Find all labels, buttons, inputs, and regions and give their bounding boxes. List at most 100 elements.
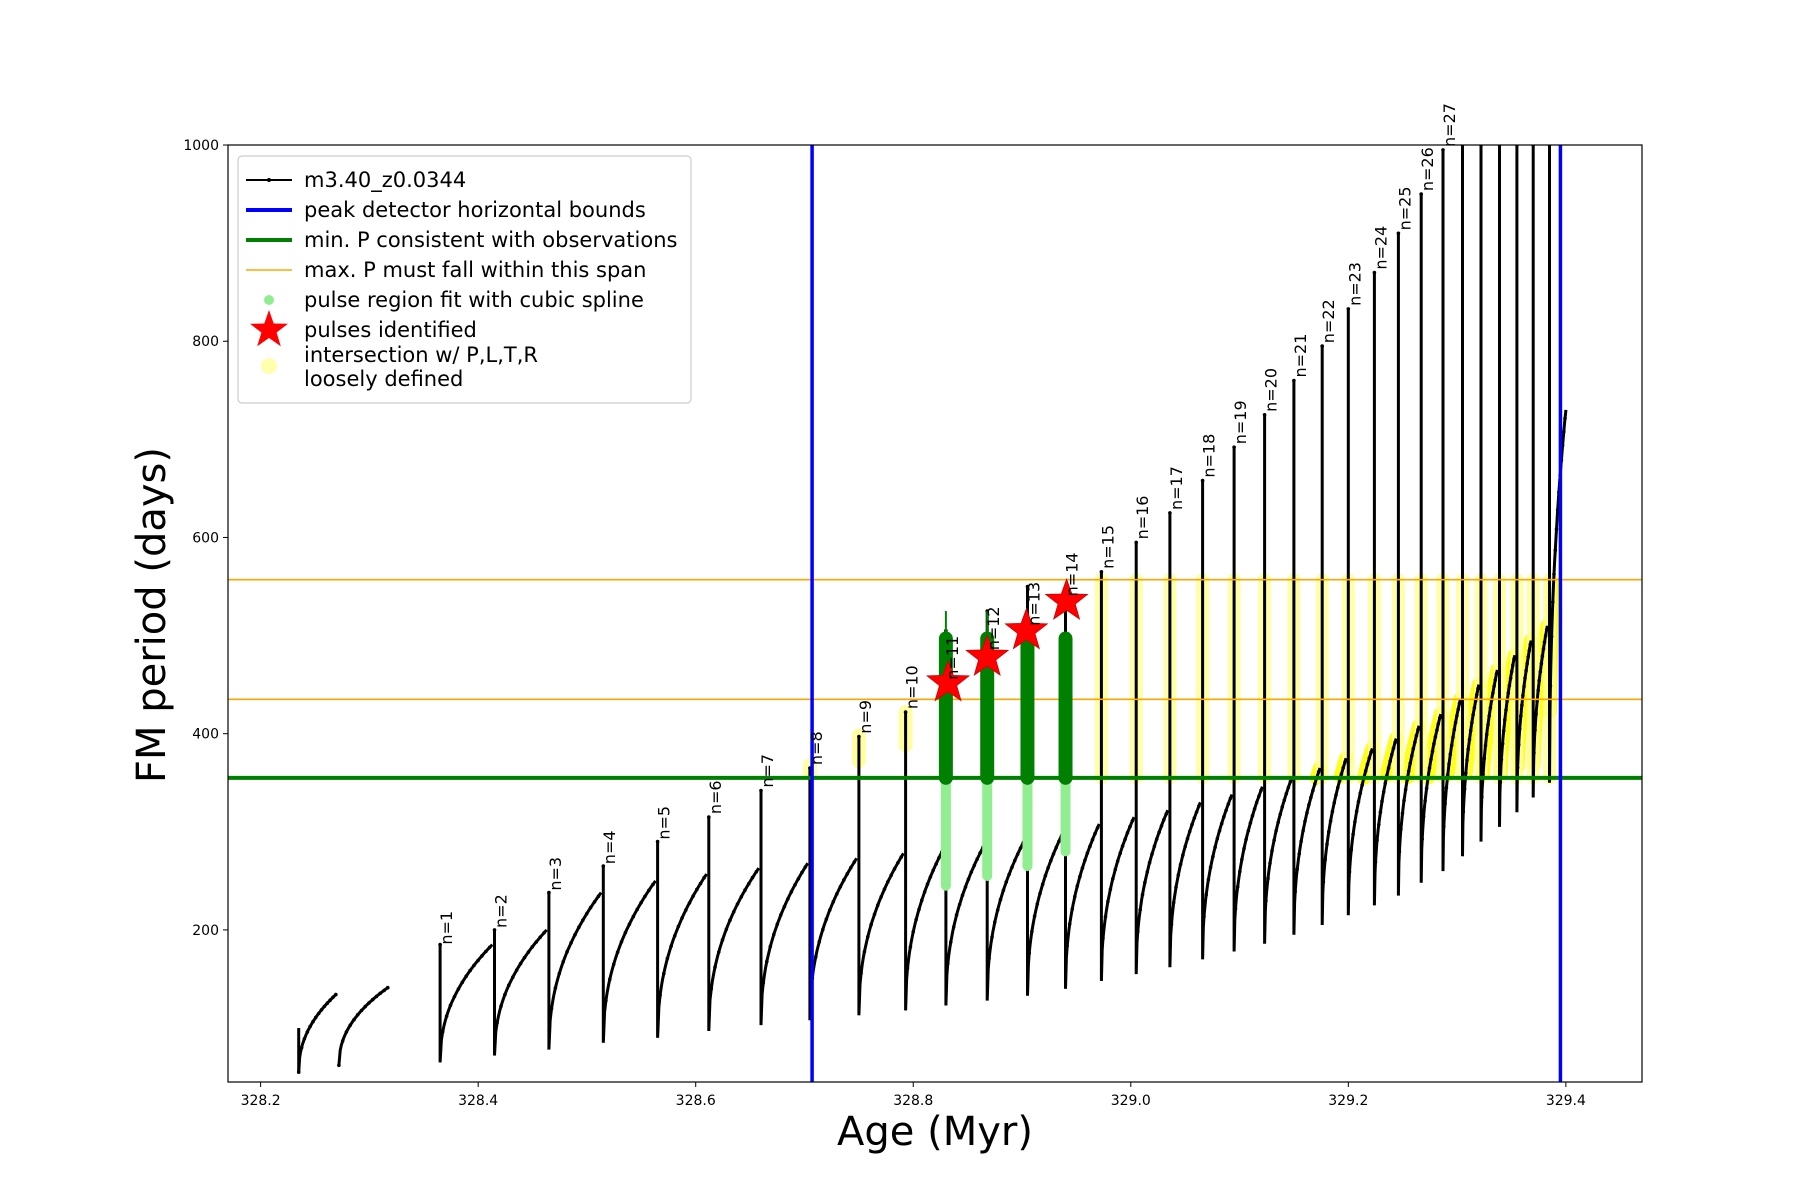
series-point — [862, 950, 867, 954]
series-point — [1164, 812, 1168, 816]
series-point — [1493, 678, 1498, 682]
series-point — [946, 961, 950, 966]
series-point — [969, 870, 974, 874]
series-point — [1487, 714, 1491, 718]
x-axis-title: Age (Myr) — [837, 1109, 1033, 1155]
series-point — [1032, 914, 1037, 918]
series-point — [1492, 684, 1496, 689]
series-point — [1293, 889, 1297, 894]
series-point — [1562, 429, 1566, 434]
series-point — [1311, 788, 1315, 793]
series-point — [665, 956, 670, 961]
series-point — [680, 916, 684, 920]
series-point — [1507, 683, 1512, 688]
series-point — [1365, 762, 1370, 767]
series-point — [1143, 880, 1147, 885]
series-point — [1215, 836, 1220, 841]
series-point — [1327, 829, 1331, 834]
series-point — [1411, 746, 1416, 751]
series-point — [695, 887, 699, 892]
series-point — [1222, 814, 1226, 819]
series-point — [631, 914, 636, 919]
series-point — [1336, 785, 1340, 790]
series-point — [1268, 861, 1272, 866]
series-point — [852, 860, 857, 864]
series-point — [1447, 762, 1451, 766]
series-point — [1219, 821, 1224, 826]
series-track — [296, 145, 1568, 1074]
series-point — [1481, 772, 1485, 777]
series-point — [1330, 809, 1335, 814]
series-point — [337, 1063, 341, 1068]
series-point — [1057, 839, 1061, 844]
series-point — [1486, 723, 1490, 727]
series-point — [604, 998, 608, 1003]
series-point — [1228, 796, 1233, 801]
series-point — [464, 974, 469, 978]
y-tick-label: 600 — [192, 530, 219, 546]
series-point — [1537, 678, 1541, 683]
series-point — [1113, 867, 1118, 872]
series-point — [647, 888, 651, 893]
series-point — [643, 894, 647, 899]
series-point — [385, 985, 390, 990]
x-axis: 328.2 328.4 328.6 328.8 329.0 329.2 329.4 — [241, 1082, 1586, 1109]
series-point — [1194, 810, 1199, 814]
series-point — [484, 949, 488, 954]
series-point — [511, 975, 515, 979]
series-point — [1433, 735, 1438, 739]
series-point — [828, 908, 832, 912]
series-point — [1088, 844, 1092, 848]
legend-label: pulse region fit with cubic spline — [304, 288, 644, 312]
y-axis-title: FM period (days) — [129, 447, 175, 783]
series-point — [728, 918, 732, 922]
series-point — [1171, 900, 1176, 905]
series-point — [1534, 712, 1538, 716]
series-point — [1038, 891, 1042, 896]
series-point — [717, 950, 721, 954]
series-point — [845, 872, 850, 876]
series-point — [1134, 540, 1138, 545]
series-point — [1491, 691, 1495, 695]
series-point — [772, 932, 776, 937]
series-point — [1421, 814, 1426, 819]
series-point — [720, 938, 725, 942]
series-point — [1540, 654, 1545, 658]
series-point — [615, 950, 620, 954]
series-point — [1070, 907, 1075, 911]
pulse-label: n=10 — [903, 665, 922, 709]
series-point — [1441, 148, 1445, 152]
series-point — [460, 980, 465, 985]
series-point — [1280, 805, 1284, 809]
series-point — [1108, 887, 1113, 892]
series-point — [503, 992, 507, 997]
series-point — [975, 857, 979, 861]
series-point — [1051, 852, 1056, 856]
series-point — [1367, 756, 1372, 760]
series-point — [577, 925, 581, 929]
series-point — [1067, 922, 1072, 926]
series-point — [1554, 527, 1559, 531]
series-point — [1174, 885, 1178, 890]
series-point — [684, 908, 688, 912]
series-point — [518, 961, 523, 966]
pulse-label: n=21 — [1291, 334, 1310, 378]
series-point — [768, 944, 773, 949]
series-point — [817, 939, 822, 944]
series-point — [584, 912, 589, 916]
series-point — [1272, 838, 1276, 843]
series-point — [1517, 727, 1522, 731]
series-point — [1386, 766, 1391, 770]
series-point — [1252, 807, 1257, 811]
series-point — [1380, 799, 1384, 804]
series-point — [331, 995, 335, 1000]
x-tick-label: 328.2 — [241, 1093, 281, 1109]
series-point — [835, 892, 839, 896]
series-point — [1388, 759, 1392, 763]
series-point — [1093, 831, 1097, 836]
series-point — [1316, 770, 1321, 774]
series-point — [1527, 648, 1532, 653]
series-point — [1482, 756, 1487, 761]
pulse-star-marker — [1004, 607, 1049, 650]
series-point — [914, 918, 918, 922]
